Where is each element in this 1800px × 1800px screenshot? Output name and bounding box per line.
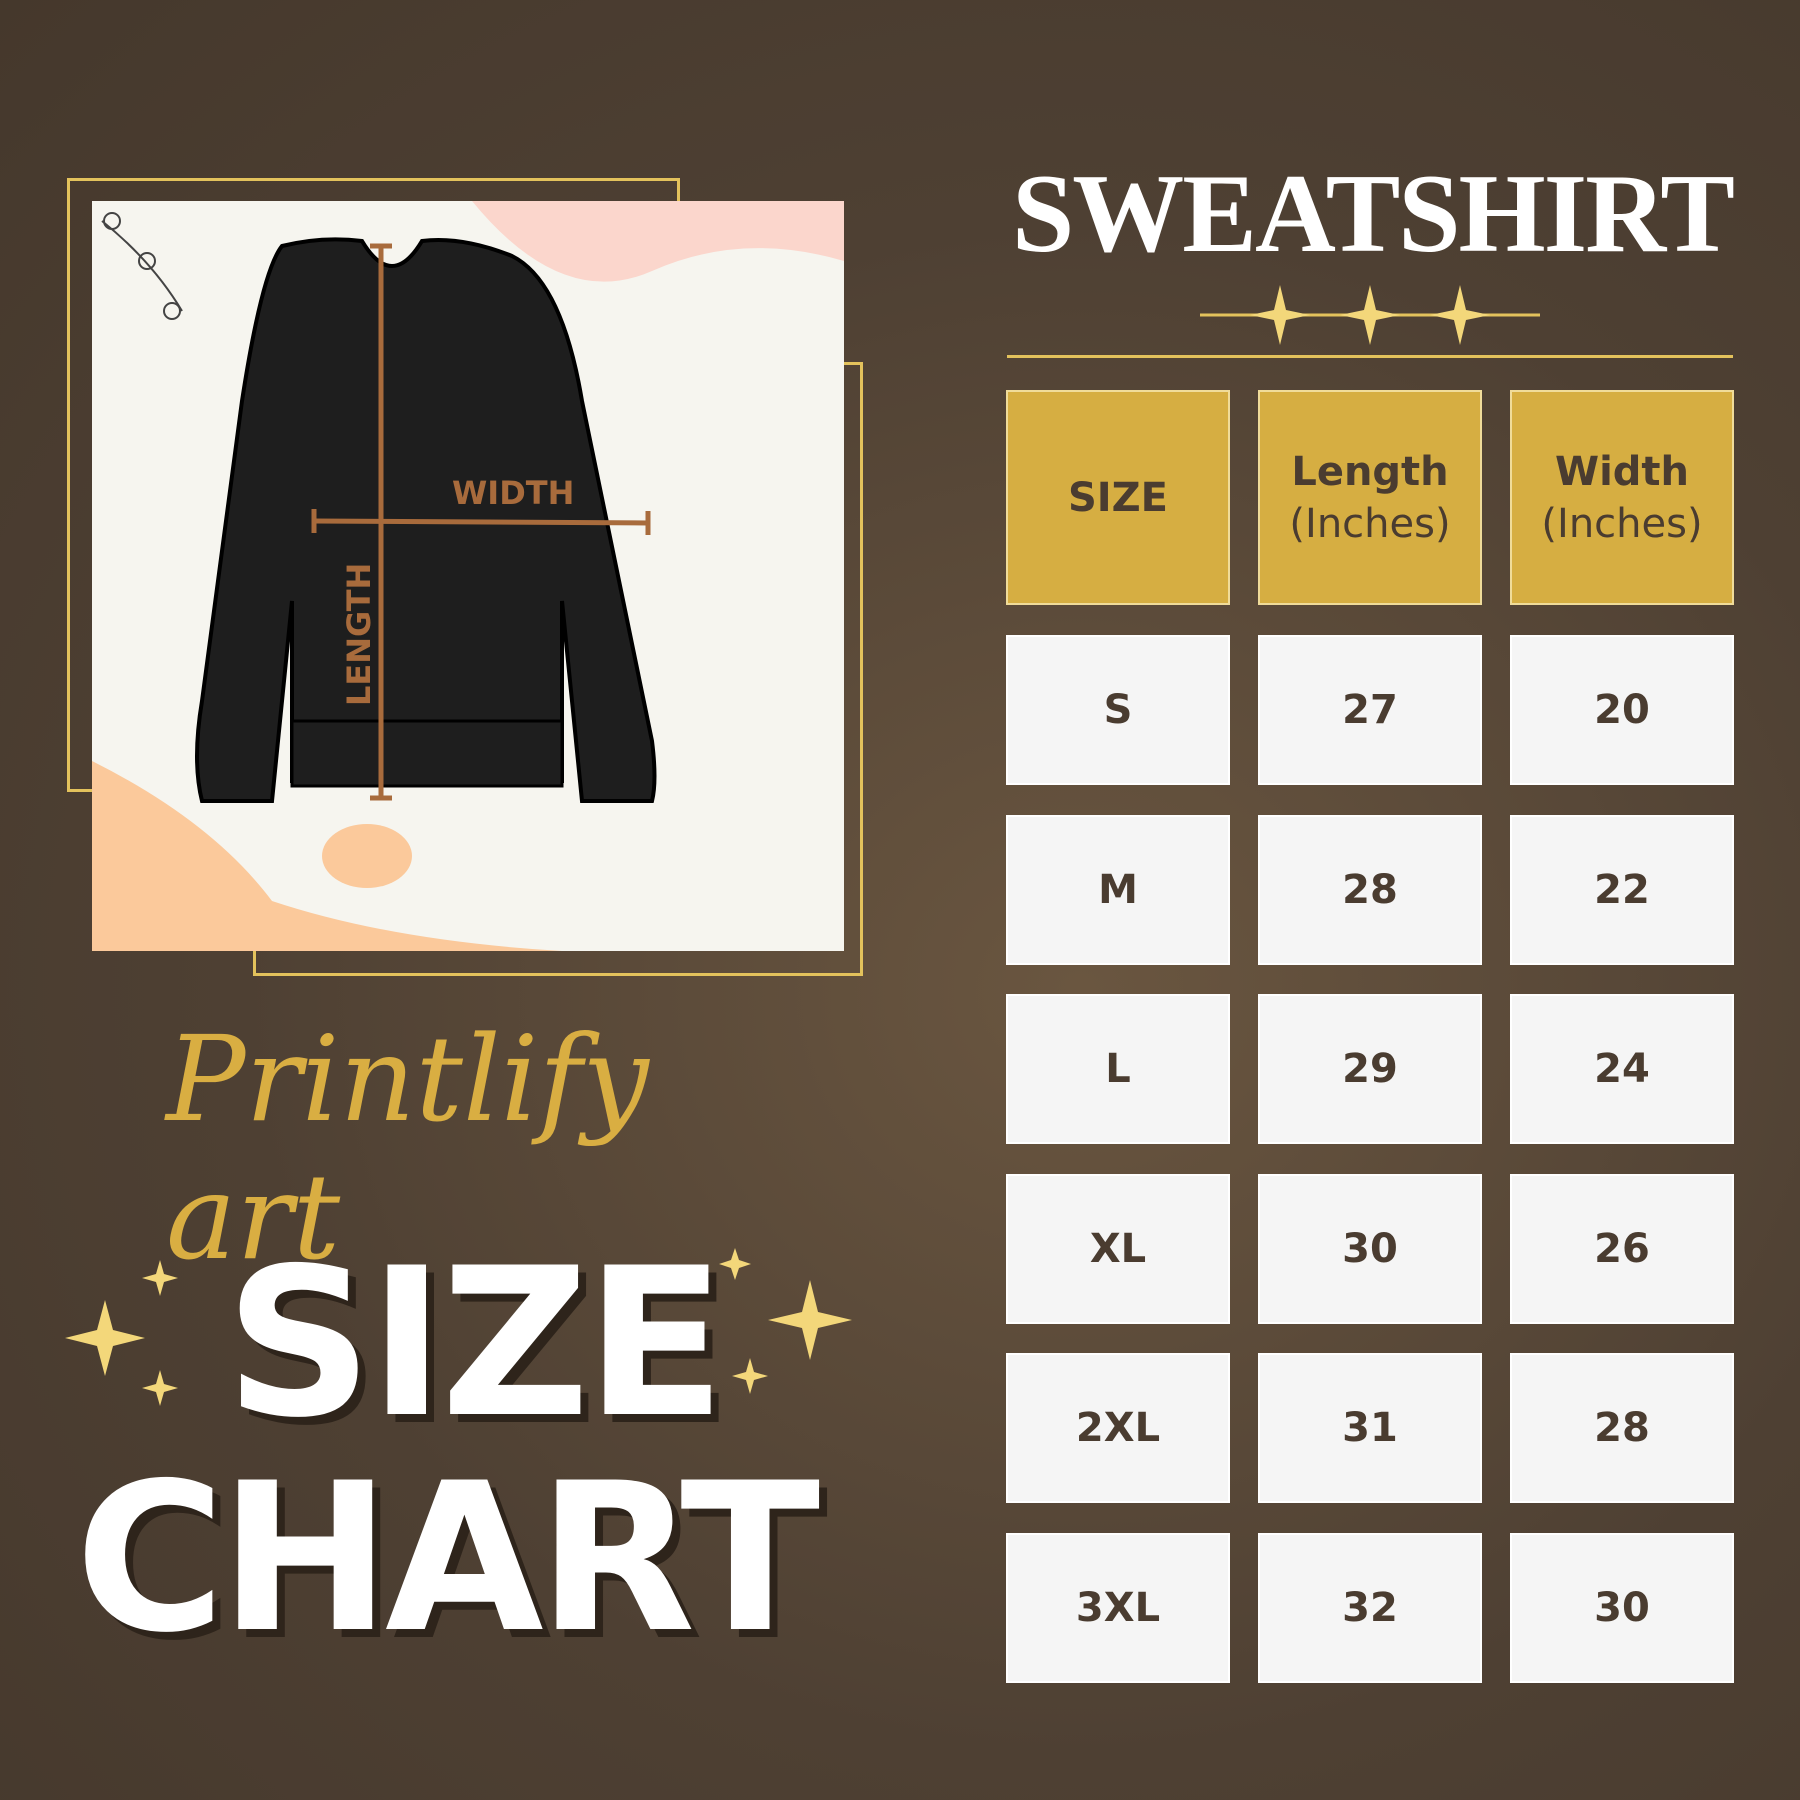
length-cell: 30 <box>1258 1173 1482 1324</box>
sparkle-icons <box>65 1248 852 1406</box>
size-cell: 3XL <box>1006 1532 1230 1683</box>
sparkle-divider-icon <box>1200 285 1540 345</box>
header-label: Width <box>1554 448 1690 495</box>
size-cell: S <box>1006 635 1230 785</box>
size-cell: M <box>1006 814 1230 965</box>
length-cell: 32 <box>1258 1532 1482 1683</box>
width-cell: 20 <box>1510 635 1734 785</box>
length-label: LENGTH <box>340 563 378 706</box>
brand-name: Printlify art <box>166 1010 649 1286</box>
length-cell: 28 <box>1258 814 1482 965</box>
leaf-branch-icon <box>101 212 183 320</box>
product-title: SWEATSHIRT <box>1012 152 1735 276</box>
width-cell: 22 <box>1510 814 1734 965</box>
header-label: SIZE <box>1067 474 1169 521</box>
length-cell: 29 <box>1258 994 1482 1144</box>
width-cell: 28 <box>1510 1353 1734 1503</box>
divider <box>1007 355 1733 358</box>
sweatshirt-diagram: WIDTH LENGTH <box>92 201 844 951</box>
column-header: Width (Inches) <box>1510 390 1734 605</box>
headline-size: SIZE <box>225 1225 726 1463</box>
header-unit: (Inches) <box>1541 500 1703 547</box>
header-unit: (Inches) <box>1289 500 1451 547</box>
width-cell: 26 <box>1510 1173 1734 1324</box>
size-cell: 2XL <box>1006 1353 1230 1503</box>
headline-chart: CHART <box>75 1440 820 1678</box>
length-cell: 27 <box>1258 635 1482 785</box>
header-label: Length <box>1291 448 1449 495</box>
width-cell: 24 <box>1510 994 1734 1144</box>
size-cell: XL <box>1006 1173 1230 1324</box>
width-label: WIDTH <box>452 474 574 512</box>
column-header: Length (Inches) <box>1258 390 1482 605</box>
length-cell: 31 <box>1258 1353 1482 1503</box>
column-header: SIZE <box>1006 390 1230 605</box>
size-cell: L <box>1006 994 1230 1144</box>
width-cell: 30 <box>1510 1532 1734 1683</box>
